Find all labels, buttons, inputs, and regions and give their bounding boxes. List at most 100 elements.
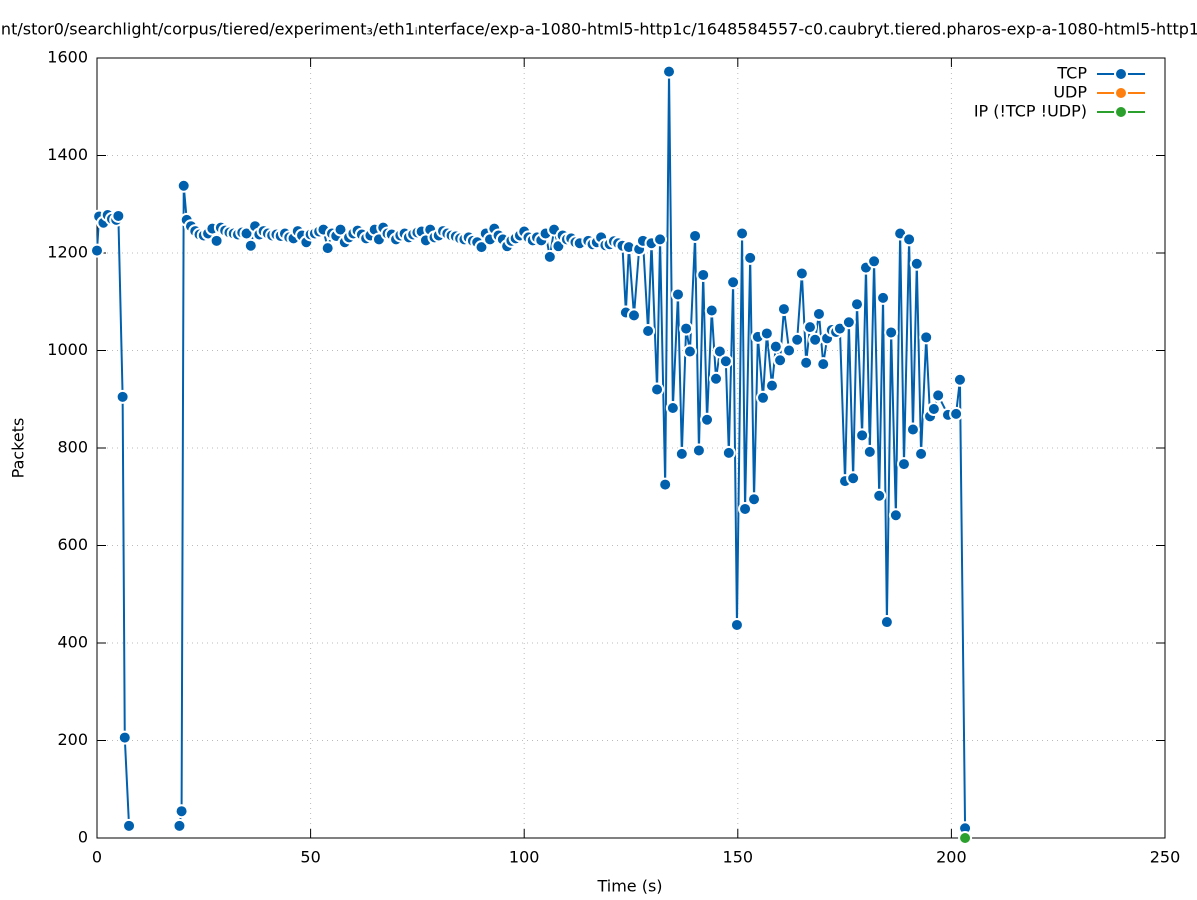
series-line [96,71,967,829]
data-point [691,443,706,458]
data-point [641,324,656,338]
legend-marker [1114,105,1128,119]
legend-label: UDP [1053,83,1087,102]
legend-label: TCP [1056,64,1087,83]
data-point [729,617,744,632]
x-tick-label: 50 [300,848,320,867]
data-point [799,355,814,370]
data-point [782,343,797,358]
data-point [122,818,137,833]
data-point [747,492,762,507]
data-point [764,378,779,393]
x-tick-label: 0 [92,848,102,867]
data-point [905,422,920,437]
data-point [876,290,891,305]
data-point [759,326,774,341]
data-point [117,730,132,745]
y-tick-label: 1000 [47,340,88,359]
data-point [712,344,727,359]
legend-label: IP (!TCP !UDP) [974,102,1087,121]
data-point [896,457,911,472]
data-point [696,267,711,282]
data-point [872,488,887,503]
data-point [884,325,899,340]
data-point [867,254,882,269]
data-point [674,446,689,461]
data-point [768,339,783,354]
data-point [855,428,870,443]
data-point [704,303,719,318]
data-point [735,226,750,241]
data-point [474,240,489,255]
x-axis-label: Time (s) [596,877,662,896]
data-point [794,266,809,281]
data-point [650,382,665,397]
data-point [718,354,733,369]
data-point [653,232,668,247]
data-point [862,444,877,459]
data-point [816,357,831,372]
data-point [949,406,964,421]
y-tick-label: 1200 [47,243,88,262]
data-point [721,445,736,460]
y-tick-label: 800 [57,438,88,457]
y-axis-label: Packets [9,418,28,479]
data-point [90,243,104,258]
data-point [709,371,724,386]
plot-border [96,57,1166,839]
legend-marker [1114,67,1128,81]
data-point [333,222,348,237]
data-point [926,402,941,416]
data-point [209,233,224,248]
data-point [679,321,694,336]
data-point [790,332,805,347]
y-tick-label: 200 [57,730,88,749]
data-point [914,446,929,461]
data-point [174,804,189,819]
data-point [756,390,771,405]
data-point [700,412,715,427]
data-point [658,477,673,492]
data-point [909,256,924,271]
data-point [111,208,126,223]
data-point [670,287,685,302]
data-point [726,275,741,290]
data-point [802,320,817,335]
y-tick-label: 0 [78,828,88,847]
data-point [879,615,894,630]
data-point [743,250,758,265]
data-point [776,302,791,317]
data-point [952,372,967,387]
data-point [682,344,697,359]
y-tick-label: 400 [57,633,88,652]
data-point [542,249,557,264]
data-point [811,306,826,321]
data-point [902,232,917,247]
data-point [626,308,641,323]
data-point [243,238,258,253]
data-point [176,178,191,193]
data-point [665,401,680,416]
x-tick-label: 150 [723,848,754,867]
data-point [808,332,823,347]
data-point [846,471,861,486]
data-point [931,388,946,403]
data-point [919,330,934,345]
data-point [172,818,187,833]
data-point [888,508,903,523]
y-tick-label: 1400 [47,145,88,164]
data-point [662,64,677,79]
data-point [849,297,864,312]
data-point [958,831,973,845]
legend-marker [1114,86,1128,100]
data-point [115,389,130,404]
x-tick-label: 200 [936,848,967,867]
data-point [688,228,703,243]
data-point [841,315,856,330]
data-point [320,241,335,256]
data-point [738,501,753,516]
x-tick-label: 250 [1150,848,1181,867]
x-tick-label: 100 [509,848,540,867]
data-point [773,353,788,368]
